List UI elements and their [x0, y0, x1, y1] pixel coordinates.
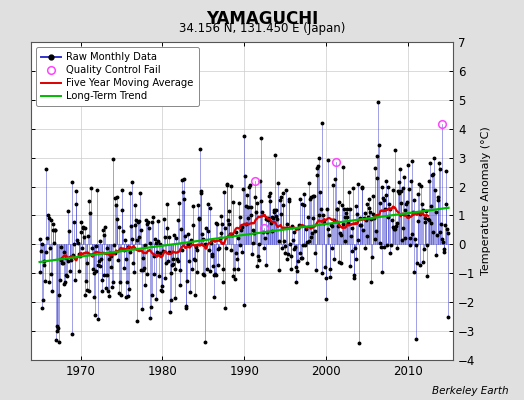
Text: YAMAGUCHI: YAMAGUCHI: [206, 10, 318, 28]
Text: 34.156 N, 131.450 E (Japan): 34.156 N, 131.450 E (Japan): [179, 22, 345, 35]
Y-axis label: Temperature Anomaly (°C): Temperature Anomaly (°C): [481, 127, 491, 275]
Text: Berkeley Earth: Berkeley Earth: [432, 386, 508, 396]
Legend: Raw Monthly Data, Quality Control Fail, Five Year Moving Average, Long-Term Tren: Raw Monthly Data, Quality Control Fail, …: [37, 47, 199, 106]
